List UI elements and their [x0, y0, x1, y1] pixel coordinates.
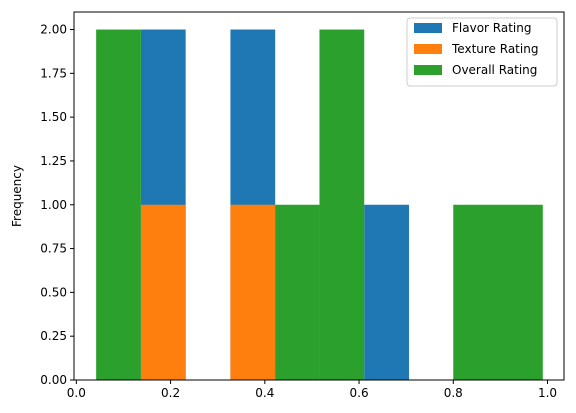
legend-box — [406, 17, 558, 87]
legend-label-0: Flavor Rating — [452, 21, 531, 35]
legend: Flavor Rating Texture Rating Overall Ratin… — [406, 17, 558, 87]
y-tick-label-2: 0.50 — [40, 285, 67, 299]
x-axis: 0.0 0.2 0.4 0.6 0.8 1.0 — [67, 380, 557, 400]
x-tick-label-1: 0.2 — [161, 386, 180, 400]
y-axis-label: Frequency — [10, 165, 24, 227]
y-tick-label-0: 0.00 — [40, 373, 67, 387]
y-tick-label-1: 0.25 — [40, 329, 67, 343]
y-tick-label-5: 1.25 — [40, 154, 67, 168]
y-axis: 0.00 0.25 0.50 0.75 1.00 1.25 1.50 1.75 2.00 — [40, 23, 74, 387]
x-tick-label-0: 0.0 — [67, 386, 86, 400]
x-tick-label-4: 0.8 — [444, 386, 463, 400]
bar-series-2-bin-2 — [319, 29, 365, 381]
legend-swatch-1 — [414, 44, 442, 54]
y-tick-label-7: 1.75 — [40, 66, 67, 80]
legend-label-1: Texture Rating — [451, 42, 538, 56]
bars-layer — [96, 29, 543, 381]
legend-label-2: Overall Rating — [452, 63, 537, 77]
bar-series-0-bin-2 — [364, 204, 409, 380]
plot-frame — [73, 11, 565, 381]
y-tick-label-6: 1.50 — [40, 110, 67, 124]
y-tick-label-8: 2.00 — [40, 23, 67, 37]
x-tick-label-5: 1.0 — [538, 386, 557, 400]
y-tick-label-3: 0.75 — [40, 242, 67, 256]
y-tick-label-4: 1.00 — [40, 198, 67, 212]
bar-series-2-bin-1 — [275, 204, 320, 380]
bar-series-2-bin-0 — [96, 29, 141, 381]
bar-series-1-bin-1 — [230, 204, 276, 380]
bar-series-2-bin-3 — [453, 204, 543, 380]
x-tick-label-2: 0.4 — [255, 386, 274, 400]
bar-series-1-bin-0 — [140, 204, 186, 380]
legend-swatch-2 — [414, 65, 442, 75]
legend-swatch-0 — [414, 23, 442, 33]
x-tick-label-3: 0.6 — [350, 386, 369, 400]
